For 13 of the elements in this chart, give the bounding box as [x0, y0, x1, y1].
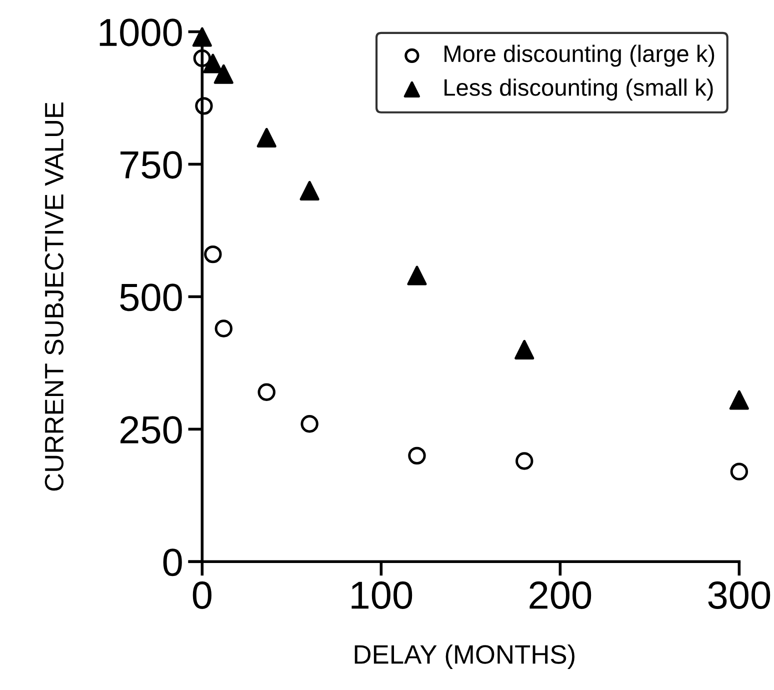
- y-tick-label: 250: [120, 416, 182, 444]
- legend-label: More discounting (large k): [444, 44, 714, 67]
- x-tick-label: 100: [352, 581, 412, 609]
- y-tick-label: 750: [120, 151, 182, 179]
- x-tick-label: 0: [192, 581, 212, 609]
- y-tick-label: 0: [163, 548, 182, 576]
- x-tick-label: 300: [708, 581, 770, 609]
- y-axis-title: CURRENT SUBJECTIVE VALUE: [44, 102, 64, 491]
- y-tick-label: 1000: [100, 18, 182, 46]
- y-tick-label: 500: [120, 284, 182, 312]
- x-tick-label: 200: [530, 581, 592, 609]
- x-axis-title: DELAY (MONTHS): [354, 644, 574, 670]
- legend-label: Less discounting (small k): [444, 78, 713, 101]
